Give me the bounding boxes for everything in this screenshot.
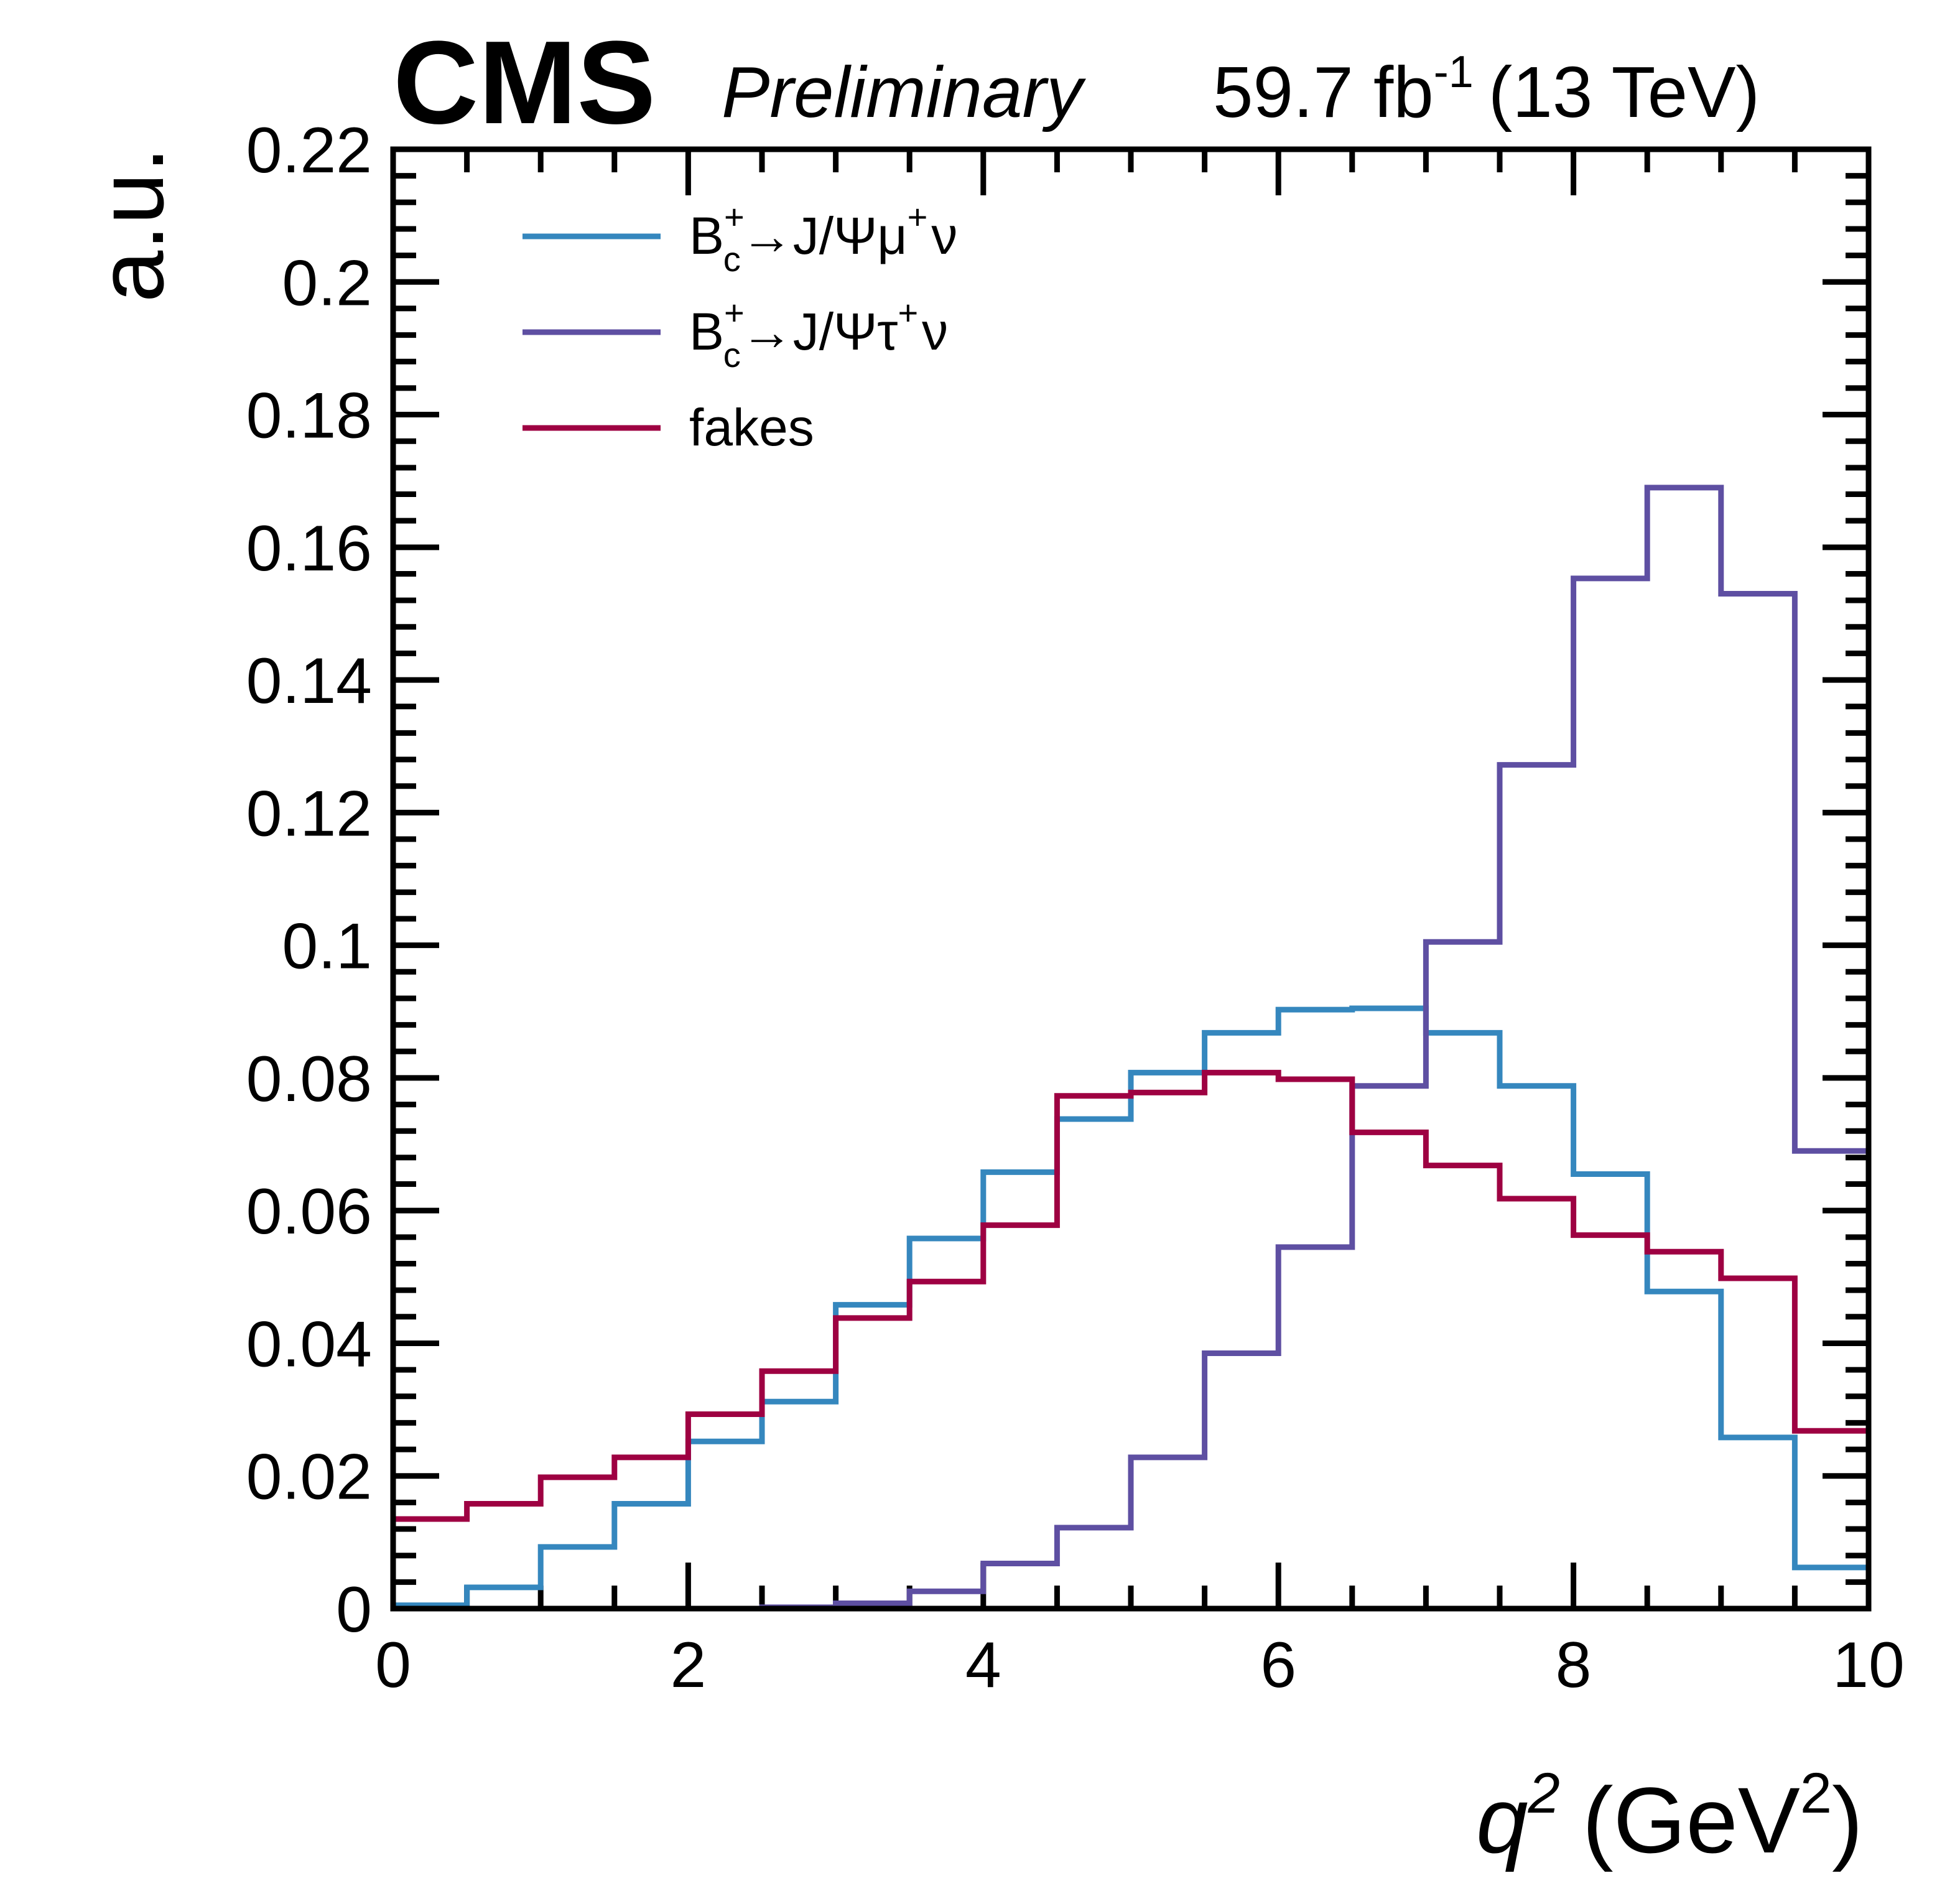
x-axis-variable: q	[1476, 1768, 1528, 1872]
y-tick-label: 0.08	[246, 1043, 372, 1115]
axis-ticks: 0 2 4 6 8 10 0 0.02 0.04 0.06 0.08 0.1 0.12 0.14 0.16 0…	[246, 114, 1905, 1701]
x-axis-unit: (GeV	[1582, 1768, 1800, 1872]
series-line-fakes	[390, 1069, 1869, 1609]
y-tick-label: 0.1	[282, 911, 372, 983]
legend: B+ c→J/Ψμ+ν B+ c→J/Ψτ+ν fakes	[523, 197, 957, 457]
y-tick-label: 0.04	[246, 1308, 372, 1380]
y-tick-label: 0.14	[246, 645, 372, 717]
y-tick-label: 0.18	[246, 380, 372, 452]
y-tick-label: 0.22	[246, 114, 372, 187]
legend-label-fakes: fakes	[689, 398, 814, 457]
legend-label-mu: B+ c→J/Ψμ+ν	[689, 197, 957, 279]
experiment-label: CMS	[393, 17, 656, 149]
lumi-exponent: -1	[1434, 47, 1474, 97]
y-tick-label: 0.12	[246, 778, 372, 850]
series-layer	[390, 485, 1869, 1612]
x-tick-label: 8	[1556, 1629, 1592, 1701]
x-axis-variable-exponent: 2	[1528, 1762, 1560, 1825]
x-axis-unit-exponent: 2	[1800, 1762, 1832, 1825]
x-tick-label: 2	[670, 1629, 706, 1701]
luminosity-label: 59.7 fb-1 (13 TeV)	[1213, 47, 1760, 132]
y-tick-label: 0	[336, 1574, 372, 1646]
x-tick-label: 0	[375, 1629, 411, 1701]
y-axis-label: a.u.	[78, 147, 183, 302]
x-tick-label: 4	[965, 1629, 1001, 1701]
x-tick-label: 10	[1832, 1629, 1905, 1701]
y-tick-label: 0.2	[282, 247, 372, 319]
x-tick-label: 6	[1260, 1629, 1296, 1701]
x-axis-label: q2 (GeV2)	[1476, 1762, 1863, 1872]
y-tick-label: 0.06	[246, 1176, 372, 1248]
lumi-value: 59.7 fb	[1213, 52, 1434, 132]
legend-label-tau: B+ c→J/Ψτ+ν	[689, 293, 948, 374]
status-label: Preliminary	[722, 52, 1086, 132]
series-line-mu	[390, 1005, 1869, 1609]
x-axis-unit-close: )	[1832, 1768, 1863, 1872]
energy-label: (13 TeV)	[1489, 52, 1760, 132]
series-line-tau	[393, 485, 1869, 1612]
y-tick-label: 0.16	[246, 513, 372, 585]
plot-frame	[390, 146, 1872, 1612]
y-tick-label: 0.02	[246, 1441, 372, 1513]
